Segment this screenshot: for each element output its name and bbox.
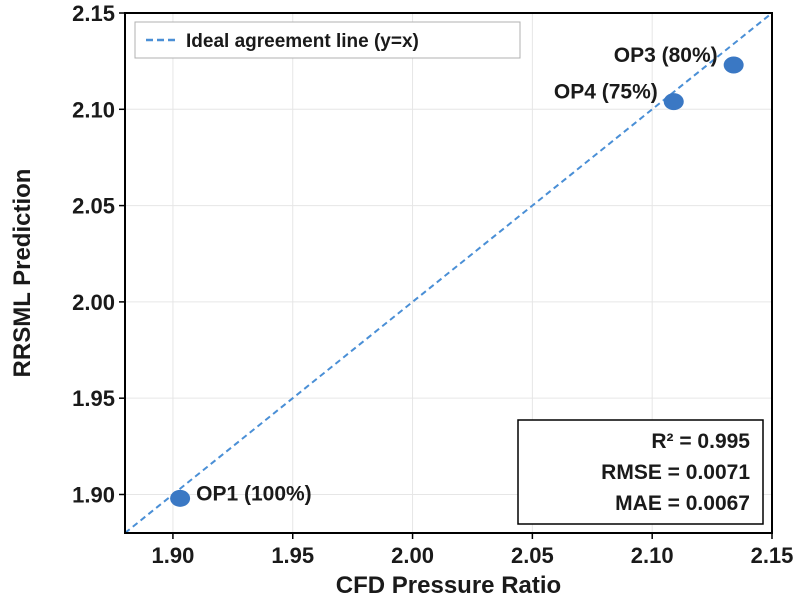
data-points: OP1 (100%) OP4 (75%) OP3 (80%) bbox=[170, 44, 744, 507]
y-tick-label-3: 2.05 bbox=[72, 194, 115, 219]
x-tick-label-4: 2.10 bbox=[631, 543, 674, 568]
y-tick-label-2: 2.00 bbox=[72, 290, 115, 315]
data-point-3 bbox=[723, 56, 744, 74]
y-tick-label-1: 1.95 bbox=[72, 386, 115, 411]
y-axis-ticks: 1.90 1.95 2.00 2.05 2.10 2.15 bbox=[72, 1, 125, 507]
y-tick-label-5: 2.15 bbox=[72, 1, 115, 26]
x-tick-label-0: 1.90 bbox=[152, 543, 195, 568]
stats-mae: MAE = 0.0067 bbox=[615, 492, 750, 515]
stats-box-frame bbox=[517, 419, 764, 525]
x-tick-label-1: 1.95 bbox=[271, 543, 314, 568]
point-label-2: OP4 (75%) bbox=[554, 81, 658, 104]
plot-frame bbox=[124, 12, 773, 534]
stats-rmse: RMSE = 0.0071 bbox=[601, 461, 750, 484]
data-point-2 bbox=[663, 93, 684, 111]
legend-box bbox=[134, 21, 521, 59]
x-axis-label: CFD Pressure Ratio bbox=[336, 572, 561, 599]
data-point-1 bbox=[170, 489, 191, 507]
x-tick-label-3: 2.05 bbox=[511, 543, 554, 568]
y-tick-label-4: 2.10 bbox=[72, 97, 115, 122]
legend-label: Ideal agreement line (y=x) bbox=[186, 31, 419, 52]
y-axis-label: RRSML Prediction bbox=[9, 169, 36, 378]
y-tick-label-0: 1.90 bbox=[72, 482, 115, 507]
stats-r2: R² = 0.995 bbox=[651, 430, 750, 453]
point-label-3: OP3 (80%) bbox=[614, 44, 718, 67]
x-axis-ticks: 1.90 1.95 2.00 2.05 2.10 2.15 bbox=[152, 533, 794, 568]
legend: Ideal agreement line (y=x) bbox=[134, 21, 521, 59]
point-label-1: OP1 (100%) bbox=[196, 482, 312, 505]
x-tick-label-2: 2.00 bbox=[391, 543, 434, 568]
x-tick-label-5: 2.15 bbox=[751, 543, 794, 568]
stats-box: R² = 0.995 RMSE = 0.0071 MAE = 0.0067 bbox=[517, 419, 764, 525]
